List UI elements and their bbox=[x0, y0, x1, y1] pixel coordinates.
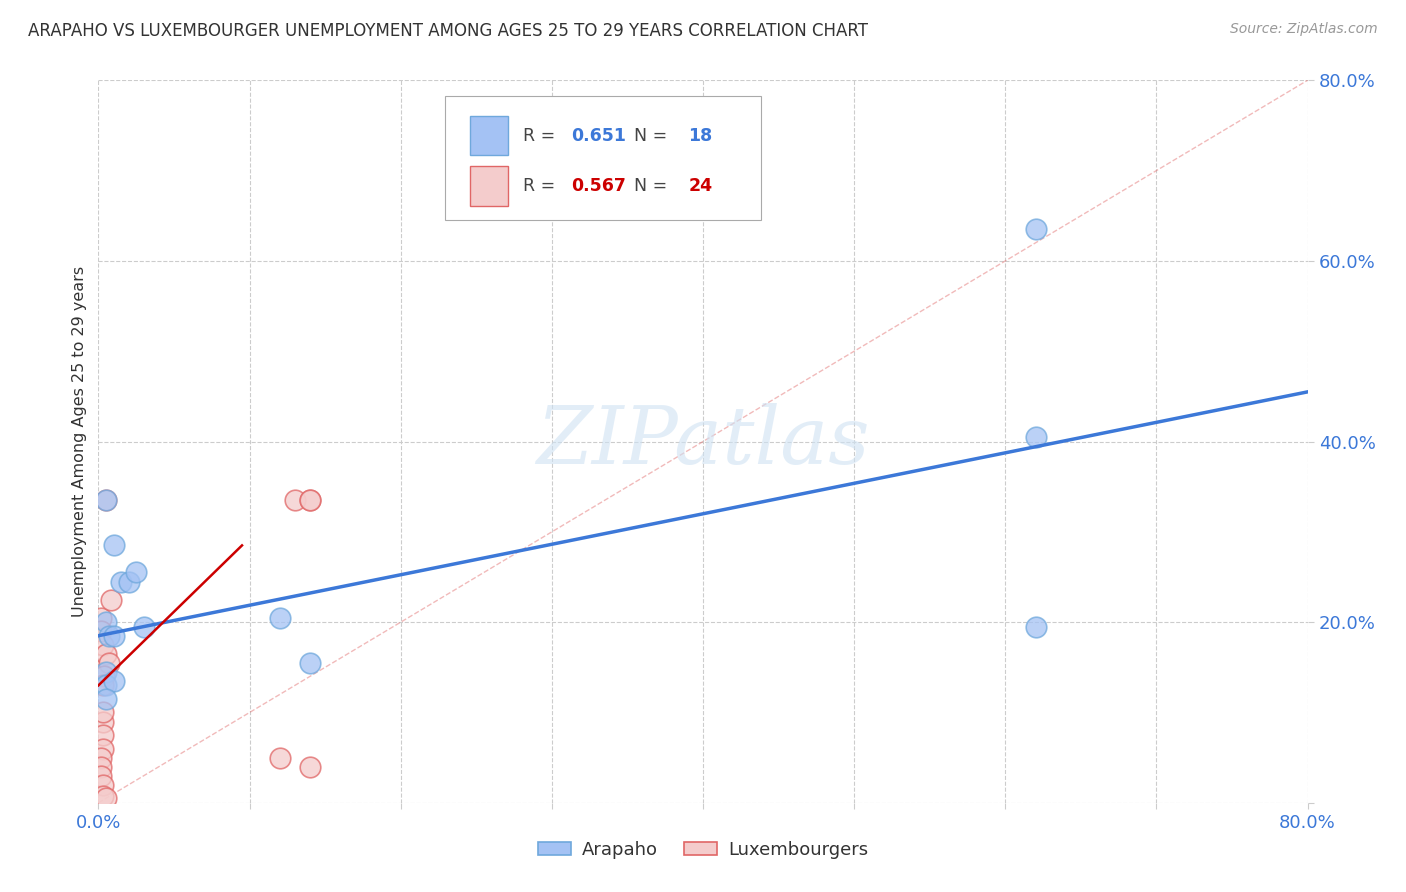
Text: 18: 18 bbox=[689, 127, 713, 145]
Point bbox=[103, 629, 125, 643]
FancyBboxPatch shape bbox=[446, 96, 761, 219]
Text: 0.567: 0.567 bbox=[571, 177, 626, 195]
Point bbox=[94, 665, 117, 679]
Point bbox=[110, 574, 132, 589]
Point bbox=[91, 728, 114, 742]
Point bbox=[90, 624, 112, 639]
Point bbox=[1024, 430, 1046, 444]
Text: R =: R = bbox=[523, 177, 561, 195]
Point bbox=[91, 789, 114, 803]
Point bbox=[1024, 222, 1046, 236]
Point bbox=[94, 692, 117, 706]
Point bbox=[93, 669, 115, 683]
Point bbox=[90, 610, 112, 624]
Legend: Arapaho, Luxembourgers: Arapaho, Luxembourgers bbox=[531, 834, 875, 866]
Point bbox=[94, 647, 117, 661]
Point bbox=[91, 778, 114, 792]
Text: N =: N = bbox=[623, 177, 673, 195]
Point bbox=[91, 741, 114, 756]
Point bbox=[118, 574, 141, 589]
Point bbox=[269, 610, 291, 624]
Point bbox=[91, 638, 114, 652]
Point bbox=[132, 620, 155, 634]
Text: Source: ZipAtlas.com: Source: ZipAtlas.com bbox=[1230, 22, 1378, 37]
Text: 0.651: 0.651 bbox=[571, 127, 626, 145]
Point bbox=[94, 791, 117, 805]
Point bbox=[90, 750, 112, 764]
Point bbox=[284, 493, 307, 508]
Point bbox=[299, 493, 322, 508]
Point bbox=[90, 769, 112, 783]
Point bbox=[94, 493, 117, 508]
Point bbox=[269, 750, 291, 764]
FancyBboxPatch shape bbox=[470, 166, 509, 206]
Point bbox=[100, 592, 122, 607]
Text: 24: 24 bbox=[689, 177, 713, 195]
Point bbox=[90, 760, 112, 774]
Text: R =: R = bbox=[523, 127, 561, 145]
Point bbox=[91, 706, 114, 720]
Y-axis label: Unemployment Among Ages 25 to 29 years: Unemployment Among Ages 25 to 29 years bbox=[72, 266, 87, 617]
Point bbox=[94, 615, 117, 630]
Point bbox=[91, 714, 114, 729]
Point bbox=[1024, 620, 1046, 634]
Text: ZIPatlas: ZIPatlas bbox=[536, 403, 870, 480]
Point bbox=[94, 493, 117, 508]
Text: N =: N = bbox=[623, 127, 673, 145]
Point bbox=[299, 656, 322, 670]
Point bbox=[98, 629, 121, 643]
Point bbox=[125, 566, 148, 580]
Point bbox=[299, 760, 322, 774]
Point bbox=[103, 673, 125, 688]
FancyBboxPatch shape bbox=[470, 116, 509, 155]
Text: ARAPAHO VS LUXEMBOURGER UNEMPLOYMENT AMONG AGES 25 TO 29 YEARS CORRELATION CHART: ARAPAHO VS LUXEMBOURGER UNEMPLOYMENT AMO… bbox=[28, 22, 868, 40]
Point bbox=[91, 678, 114, 692]
Point bbox=[94, 678, 117, 692]
Point bbox=[98, 656, 121, 670]
Point bbox=[299, 493, 322, 508]
Point bbox=[103, 538, 125, 552]
